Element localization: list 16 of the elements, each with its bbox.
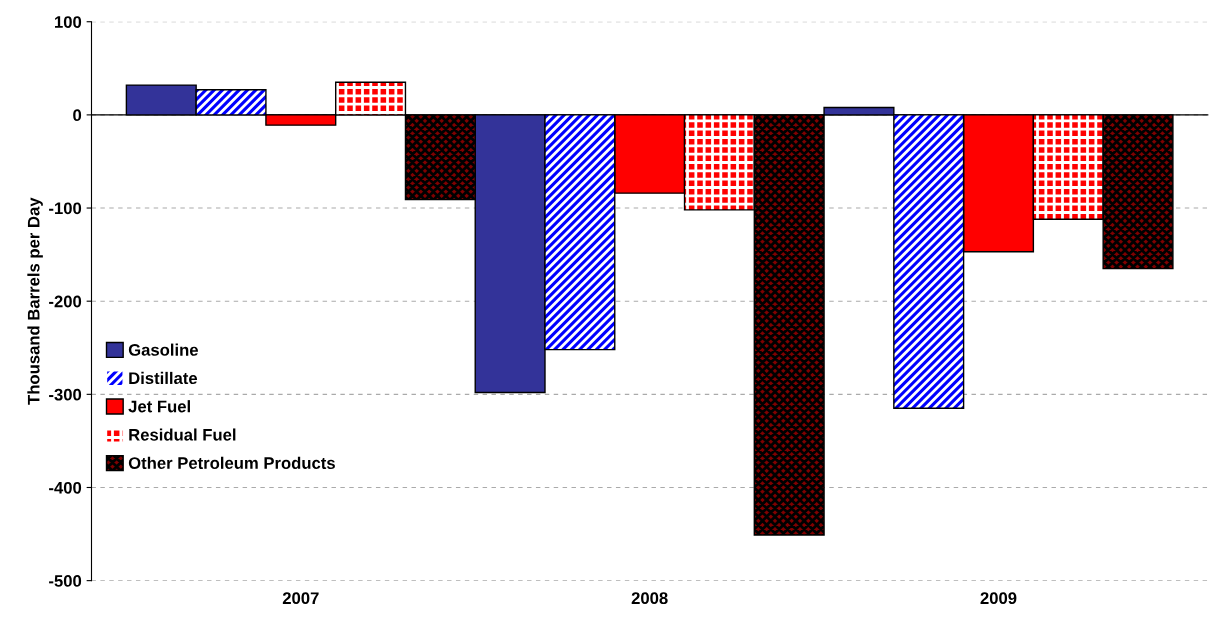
y-tick-label: 0 (73, 109, 82, 122)
legend-label: Distillate (129, 371, 198, 385)
y-axis-title: Thousand Barrels per Day (27, 197, 43, 405)
x-tick-label: 2008 (631, 592, 668, 605)
y-tick-label: -500 (49, 575, 82, 587)
y-tick-label: -400 (49, 481, 82, 494)
y-tick-label: -100 (49, 202, 82, 215)
x-tick-label: 2009 (980, 592, 1017, 605)
y-tick-label: 100 (55, 16, 82, 28)
legend-label: Residual Fuel (129, 428, 236, 441)
y-tick-label: -200 (49, 295, 82, 308)
y-tick-label: -300 (49, 388, 82, 401)
legend-label: Jet Fuel (128, 400, 190, 413)
x-tick-label: 2007 (282, 592, 319, 605)
legend-label: Gasoline (128, 343, 198, 356)
legend-label: Other Petroleum Products (128, 456, 335, 469)
